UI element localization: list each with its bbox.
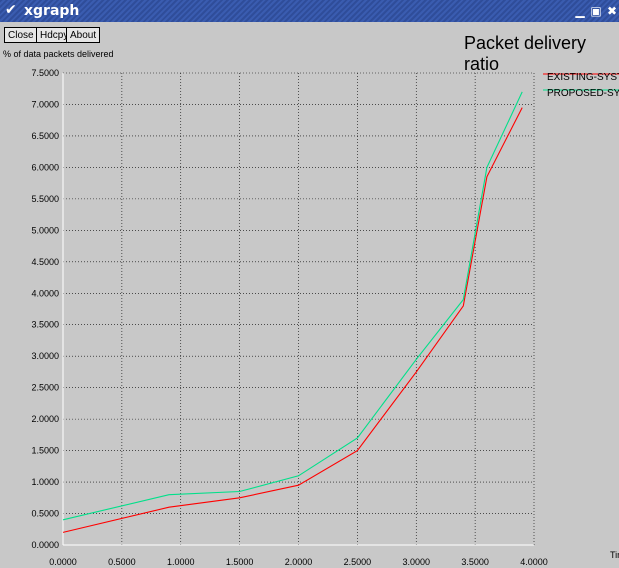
x-tick-label: 0.5000 [108,557,136,567]
y-tick-label: 3.0000 [31,351,59,361]
close-icon[interactable]: ✖ [606,4,618,18]
grid [63,72,535,545]
x-tick-label: 2.0000 [285,557,313,567]
x-tick-label: 2.5000 [344,557,372,567]
y-tick-label: 1.5000 [31,446,59,456]
y-tick-label: 4.0000 [31,288,59,298]
y-tick-label: 6.0000 [31,162,59,172]
chevron-down-icon[interactable]: ✔ [5,2,17,18]
title-bar[interactable]: ✔ xgraph ▁ ▣ ✖ [0,0,619,22]
x-tick-label: 3.0000 [402,557,430,567]
y-tick-label: 2.5000 [31,383,59,393]
y-tick-label: 5.5000 [31,194,59,204]
series-line-existing-system [62,107,523,533]
y-tick-label: 1.0000 [31,477,59,487]
y-tick-label: 7.5000 [31,68,59,78]
x-axis-label: Time [610,550,619,560]
x-tick-label: 1.0000 [167,557,195,567]
y-tick-label: 3.5000 [31,320,59,330]
x-tick-label: 0.0000 [49,557,77,567]
y-axis-label: % of data packets delivered [3,49,114,59]
legend: EXISTING-SYSTEM PROPOSED-SYSTEM [543,72,619,99]
legend-entry: EXISTING-SYSTEM [547,72,619,83]
about-button[interactable]: About [66,27,101,43]
axes: 0.0000 0.5000 1.0000 1.5000 2.0000 2.5000 3.00… [31,68,547,567]
legend-entry: PROPOSED-SYSTEM [547,88,619,99]
series-line-proposed-system [62,91,523,521]
y-tick-label: 5.0000 [31,225,59,235]
x-tick-label: 3.5000 [461,557,489,567]
window-title: xgraph [24,3,80,19]
x-tick-label: 4.0000 [520,557,548,567]
y-tick-label: 4.5000 [31,257,59,267]
chart-title: Packet delivery ratio [464,33,587,74]
y-tick-label: 2.0000 [31,414,59,424]
minimize-icon[interactable]: ▁ [575,4,585,18]
y-tick-label: 6.5000 [31,131,59,141]
y-tick-label: 7.0000 [31,99,59,109]
maximize-icon[interactable]: ▣ [590,4,602,18]
x-tick-label: 1.5000 [226,557,254,567]
series [62,91,523,533]
y-tick-label: 0.0000 [31,540,59,550]
y-tick-label: 0.5000 [31,509,59,519]
